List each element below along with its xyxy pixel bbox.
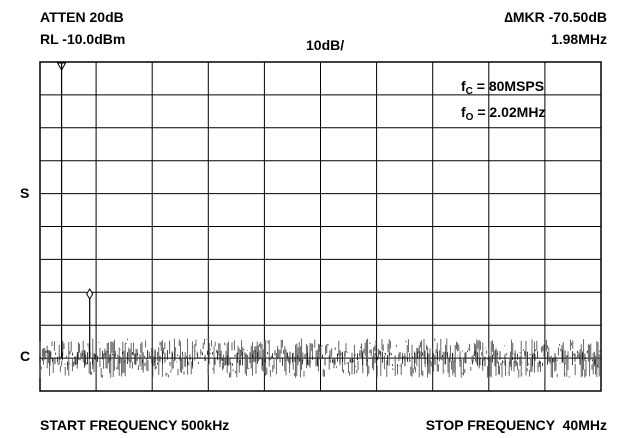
grid — [40, 62, 601, 391]
delta-marker — [86, 287, 94, 300]
markers — [56, 62, 94, 300]
delta-marker-frequency: 1.98MHz — [550, 31, 607, 47]
fo-value: = 2.02MHz — [473, 104, 546, 120]
atten-label: ATTEN 20dB — [40, 9, 124, 25]
noise-floor-core — [39, 349, 601, 367]
scale-label: 10dB/ — [306, 37, 345, 53]
side-label-c: C — [20, 348, 31, 364]
delta-marker-prefix: ∆MKR — [504, 9, 545, 25]
fo-annotation: fO = 2.02MHz — [461, 104, 545, 126]
side-label-s: S — [20, 185, 30, 201]
delta-marker-readout: ∆MKR -70.50dB — [504, 9, 607, 25]
fo-subscript: O — [465, 112, 474, 123]
stop-frequency-label: STOP FREQUENCY 40MHz — [425, 417, 607, 433]
fc-annotation: fC = 80MSPS — [461, 78, 544, 100]
start-frequency-label: START FREQUENCY 500kHz — [40, 417, 230, 433]
reference-marker — [56, 62, 67, 72]
fc-symbol: f — [461, 78, 466, 94]
fc-value: = 80MSPS — [472, 78, 545, 94]
spectrum-trace — [39, 62, 601, 378]
delta-marker-level: -70.50dB — [548, 9, 607, 25]
fo-symbol: f — [461, 104, 466, 120]
fc-subscript: C — [465, 86, 473, 97]
reference-level-label: RL -10.0dBm — [40, 31, 126, 47]
